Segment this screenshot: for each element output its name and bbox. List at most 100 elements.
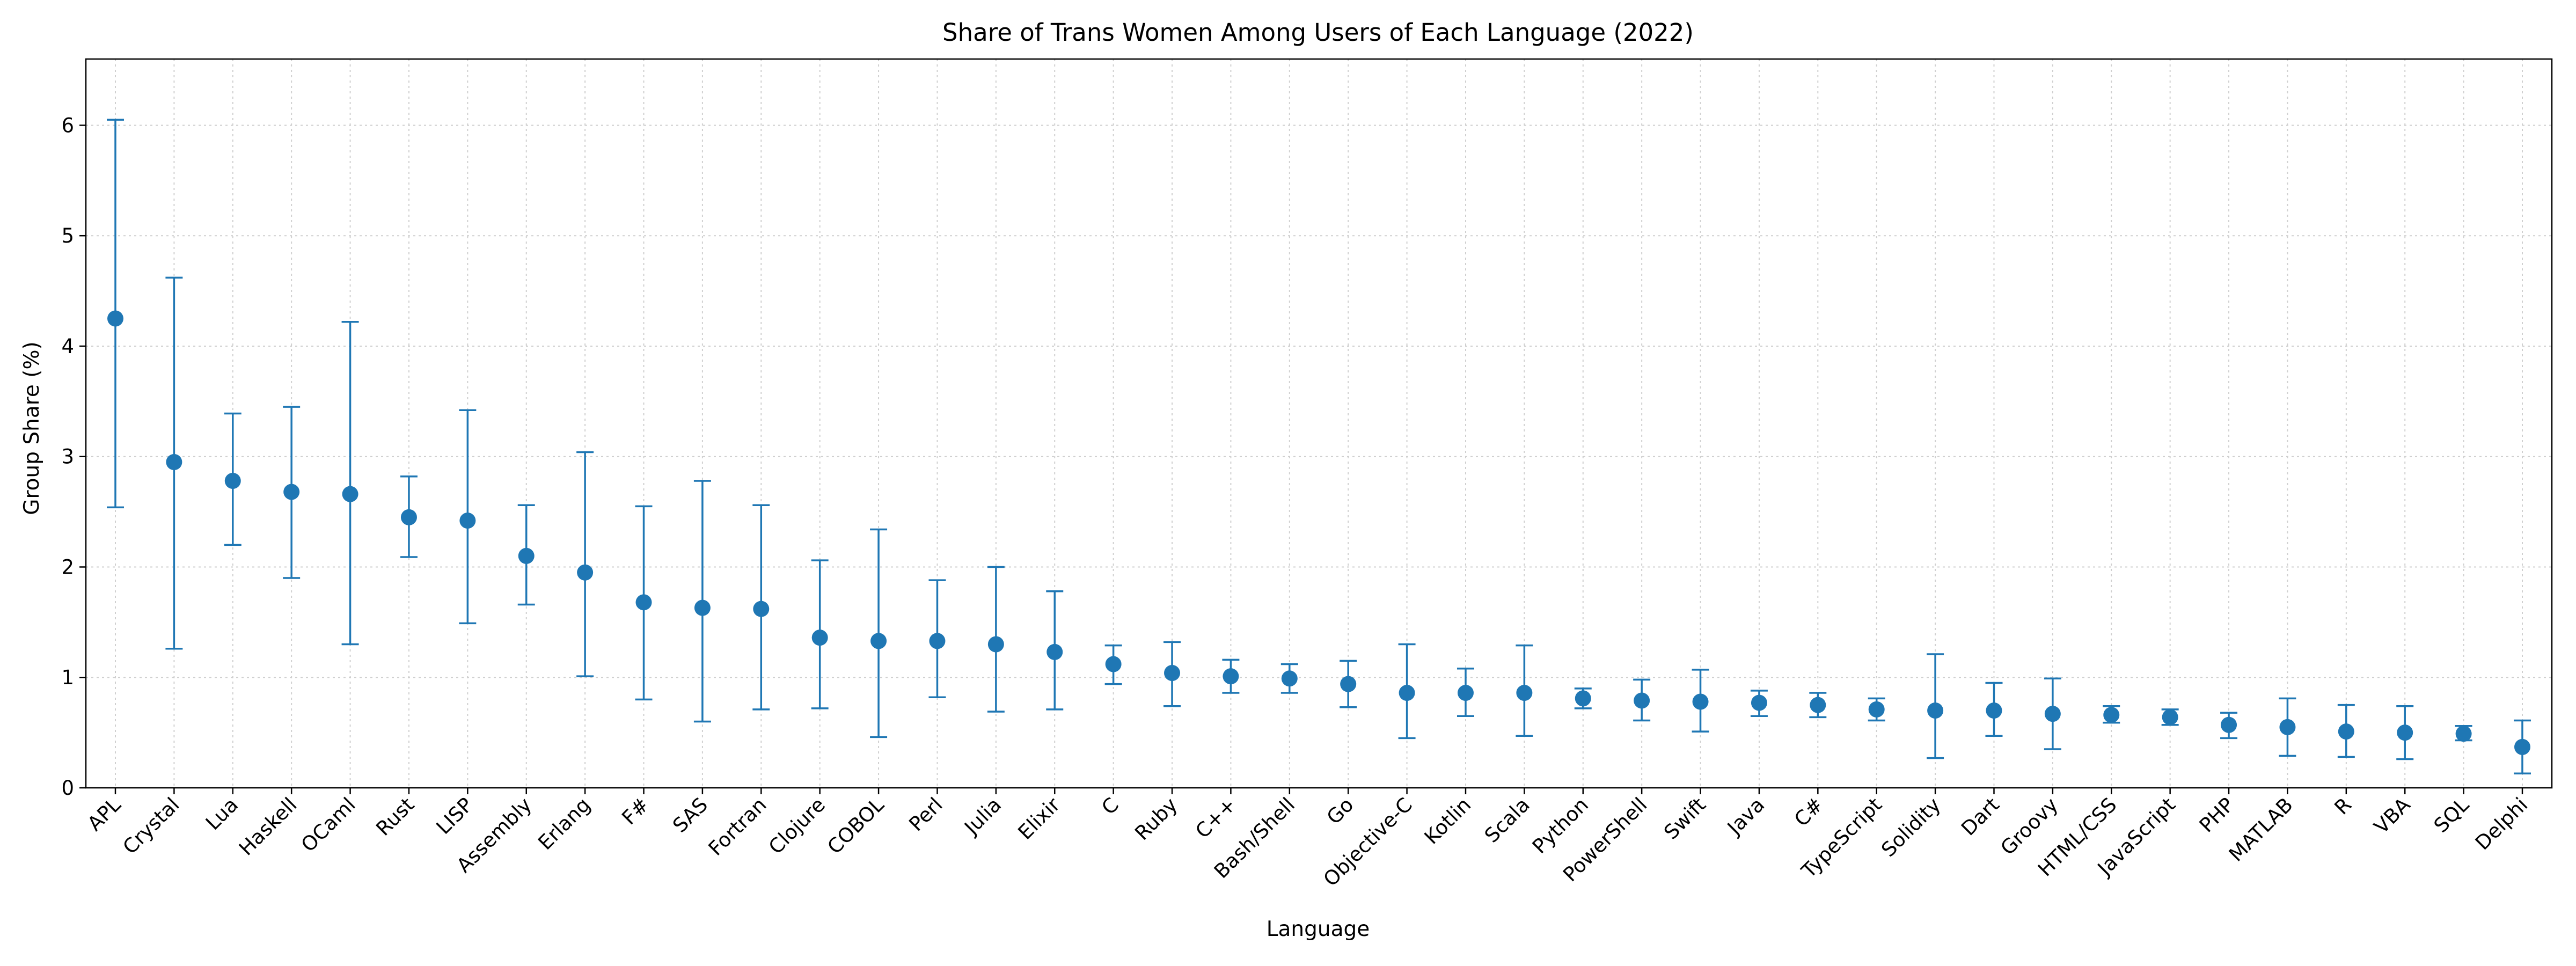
y-tick-label: 1 xyxy=(61,666,74,689)
x-tick-label: LISP xyxy=(432,793,478,839)
data-point xyxy=(2338,723,2354,740)
error-bar-point xyxy=(1457,668,1474,718)
y-axis: 0 1 2 3 4 5 6 xyxy=(61,114,86,800)
data-point xyxy=(224,472,241,489)
error-bar-point xyxy=(1222,658,1240,694)
data-point xyxy=(2455,726,2472,742)
data-point xyxy=(870,633,887,649)
x-tick-label: Clojure xyxy=(764,793,830,859)
error-bar-point xyxy=(2220,712,2238,740)
grid xyxy=(86,59,2552,788)
x-axis-label: Language xyxy=(1267,917,1370,941)
data-point xyxy=(400,509,417,525)
x-tick-label: C++ xyxy=(1191,793,1241,843)
x-tick-label: Go xyxy=(1322,793,1358,829)
y-tick-label: 5 xyxy=(61,224,74,247)
x-tick-label: Julia xyxy=(960,793,1006,840)
data-point xyxy=(1164,665,1181,682)
data-point xyxy=(1810,697,1826,713)
data-point xyxy=(2221,716,2237,733)
data-point xyxy=(1751,694,1767,711)
error-bar-point xyxy=(1809,692,1827,719)
error-bar-point xyxy=(1398,643,1416,740)
error-bar-point xyxy=(1104,644,1122,685)
x-tick-label: Lua xyxy=(201,793,243,835)
data-point xyxy=(811,630,828,646)
x-tick-label: Scala xyxy=(1480,793,1534,847)
data-point xyxy=(1634,692,1650,709)
error-bar-point xyxy=(635,505,653,701)
error-bar-point xyxy=(1985,682,2003,737)
x-tick-label: Java xyxy=(1722,793,1769,840)
y-tick-label: 4 xyxy=(61,335,74,358)
x-tick-label: Haskell xyxy=(235,793,302,860)
error-bar-point xyxy=(459,409,477,625)
x-tick-label: Erlang xyxy=(533,793,595,854)
error-bar-point xyxy=(1340,660,1357,708)
y-tick-label: 2 xyxy=(61,555,74,579)
error-bar-point xyxy=(2455,725,2472,742)
error-bar-point xyxy=(1750,690,1768,718)
data-point xyxy=(1927,702,1944,719)
error-bar-point xyxy=(341,320,359,646)
data-point xyxy=(1281,670,1298,687)
x-tick-label: Solidity xyxy=(1877,793,1945,861)
error-bar-point xyxy=(2279,697,2296,757)
error-bar-point xyxy=(576,451,594,677)
data-point xyxy=(518,547,535,564)
plot-frame xyxy=(85,58,2553,789)
error-bar-point xyxy=(2103,705,2120,724)
x-tick-label: Rust xyxy=(371,793,419,840)
data-point xyxy=(1986,702,2002,719)
error-bar-point xyxy=(517,504,535,606)
data-point xyxy=(577,564,594,581)
x-tick-label: SQL xyxy=(2429,793,2473,837)
y-tick-label: 6 xyxy=(61,114,74,137)
data-point xyxy=(107,310,123,327)
error-bar-point xyxy=(1574,687,1592,709)
data-point xyxy=(1868,701,1885,718)
data-marks xyxy=(107,119,2531,775)
data-point xyxy=(1399,685,1415,701)
x-tick-label: Swift xyxy=(1659,793,1710,844)
data-point xyxy=(1575,690,1591,707)
x-tick-label: SAS xyxy=(668,793,712,837)
error-bar-point xyxy=(811,559,829,709)
error-bar-point xyxy=(2337,704,2355,758)
x-tick-label: Kotlin xyxy=(1420,793,1476,849)
x-tick-label: MATLAB xyxy=(2224,793,2297,866)
error-bar-point xyxy=(693,480,711,723)
y-tick-label: 0 xyxy=(61,777,74,800)
data-point xyxy=(459,513,476,529)
error-bar-point xyxy=(1163,641,1181,707)
data-point xyxy=(694,599,711,616)
data-point xyxy=(283,484,300,500)
data-point xyxy=(929,633,946,649)
error-bar-point xyxy=(283,406,301,579)
error-bar-point xyxy=(1927,653,1944,759)
x-tick-label: Ruby xyxy=(1130,793,1182,845)
error-bar-point xyxy=(752,504,770,711)
x-tick-label: COBOL xyxy=(823,793,889,859)
data-point xyxy=(166,454,182,471)
data-point xyxy=(1516,685,1533,701)
x-tick-label: Fortran xyxy=(704,793,771,860)
x-tick-label: PHP xyxy=(2195,793,2239,837)
chart-title: Share of Trans Women Among Users of Each… xyxy=(942,18,1694,47)
data-point xyxy=(2044,706,2061,722)
data-point xyxy=(1105,656,1122,672)
error-bar-point xyxy=(987,566,1005,713)
data-point xyxy=(1223,668,1239,685)
error-bar-point xyxy=(928,579,946,699)
error-bar-point xyxy=(1633,678,1651,722)
data-point xyxy=(1340,676,1357,692)
error-bar-point xyxy=(1046,590,1064,711)
data-point xyxy=(987,636,1004,653)
data-point xyxy=(2162,709,2178,726)
error-bar-point xyxy=(1516,644,1533,737)
x-tick-label: Elixir xyxy=(1014,793,1065,844)
x-tick-label: C xyxy=(1097,793,1123,819)
x-tick-label: F# xyxy=(617,793,653,829)
data-point xyxy=(342,486,358,502)
